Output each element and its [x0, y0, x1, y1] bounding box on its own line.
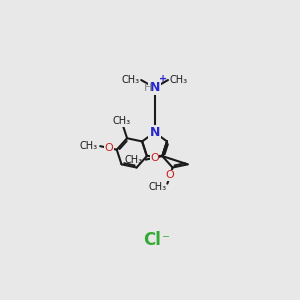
Text: N: N [149, 126, 160, 139]
Text: ⁻: ⁻ [162, 232, 170, 247]
Text: CH₃: CH₃ [169, 75, 188, 85]
Text: CH₃: CH₃ [148, 182, 166, 192]
Text: CH₃: CH₃ [122, 75, 140, 85]
Text: CH₃: CH₃ [112, 116, 131, 126]
Text: Cl: Cl [143, 231, 161, 249]
Text: CH₃: CH₃ [124, 155, 143, 165]
Text: +: + [159, 74, 167, 84]
Text: O: O [166, 170, 175, 180]
Text: O: O [105, 143, 113, 153]
Text: O: O [150, 153, 159, 163]
Text: CH₃: CH₃ [79, 140, 97, 151]
Text: H: H [144, 83, 153, 93]
Text: N: N [149, 81, 160, 94]
